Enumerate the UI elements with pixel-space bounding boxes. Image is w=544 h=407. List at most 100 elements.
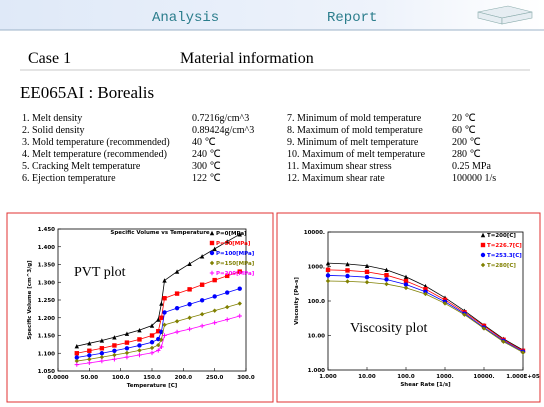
data-point <box>74 343 79 349</box>
data-point <box>149 323 155 328</box>
y-tick-label: 1.100 <box>38 351 56 357</box>
data-point <box>99 338 105 343</box>
data-point <box>87 360 92 366</box>
x-tick-label: 100.0 <box>397 374 415 380</box>
series-line <box>76 271 240 354</box>
property-label: 10. Maximum of melt temperature <box>287 149 426 160</box>
data-point <box>501 339 506 344</box>
data-point <box>112 335 117 340</box>
data-point <box>137 352 142 358</box>
data-point <box>199 323 205 329</box>
data-point <box>364 263 370 268</box>
data-point <box>442 301 448 306</box>
data-point <box>237 269 242 274</box>
data-point <box>384 267 389 273</box>
data-point <box>237 286 242 291</box>
legend-marker <box>209 260 215 266</box>
data-point <box>423 286 428 292</box>
data-point <box>156 336 161 342</box>
legend-marker <box>209 250 215 256</box>
data-point <box>124 350 130 356</box>
data-point <box>159 344 164 350</box>
property-value: 280 ℃ <box>452 149 481 160</box>
series-line <box>76 233 240 347</box>
y-tick-label: 1.350 <box>38 263 56 269</box>
data-point <box>384 272 389 278</box>
property-label: 4. Melt temperature (recommended) <box>22 149 167 160</box>
data-point <box>237 313 242 319</box>
x-tick-label: 300.0 <box>237 375 255 381</box>
data-point <box>74 362 79 367</box>
data-point <box>124 346 130 351</box>
data-point <box>199 312 205 317</box>
data-point <box>199 254 205 259</box>
data-point <box>162 296 167 301</box>
y-tick-label: 1.450 <box>38 227 56 233</box>
annotation: PVT plot <box>74 265 126 280</box>
data-point <box>156 348 161 353</box>
data-point <box>174 291 180 296</box>
x-axis-label: Shear Rate [1/s] <box>400 382 451 388</box>
data-point <box>481 326 487 331</box>
property-label: 5. Cracking Melt temperature <box>22 161 141 172</box>
data-point <box>162 278 167 283</box>
series-line <box>76 303 240 362</box>
chart: 0.0000 50.00 100.0 150.0 200.0 250.0 300.0 1.05… <box>27 227 255 389</box>
x-tick-label: 10.00 <box>358 374 376 380</box>
property-value: 40 ℃ <box>192 137 216 148</box>
data-point <box>325 267 331 273</box>
x-tick-label: 100.0 <box>112 375 130 381</box>
legend-label: T=200[C] <box>487 233 516 239</box>
y-tick-label: 1.250 <box>38 298 56 304</box>
data-point <box>187 315 192 320</box>
x-tick-label: 1.000E+05 <box>506 374 540 380</box>
data-point <box>87 353 92 358</box>
data-point <box>212 320 217 325</box>
data-point <box>212 277 217 283</box>
chart: 1.000 10.00 100.0 1000. 10000. 1.000E+05 1.000… <box>294 230 540 388</box>
data-point <box>156 342 161 348</box>
plot-frame <box>327 231 524 371</box>
x-tick-label: 250.0 <box>206 375 224 381</box>
data-point <box>99 354 105 360</box>
legend-label: P=150[MPa] <box>216 261 255 267</box>
data-point <box>87 341 92 346</box>
legend-label: T=253.3[C] <box>487 253 522 259</box>
data-point <box>384 277 389 282</box>
data-point <box>174 269 180 274</box>
property-value: 122 ℃ <box>192 173 221 184</box>
header-band <box>0 0 544 30</box>
data-point <box>345 268 350 273</box>
data-point <box>403 285 409 291</box>
legend-marker <box>480 232 486 238</box>
y-tick-label: 1.200 <box>38 316 56 322</box>
y-tick-label: 1.150 <box>38 334 56 340</box>
data-point <box>87 357 92 362</box>
property-label: 7. Minimum of mold temperature <box>287 113 422 124</box>
data-point <box>74 351 79 356</box>
data-point <box>187 326 192 332</box>
y-tick-label: 1.050 <box>38 369 56 375</box>
data-point <box>124 340 130 345</box>
data-point <box>174 305 180 311</box>
data-point <box>162 310 167 315</box>
legend-marker <box>480 242 486 248</box>
data-point <box>174 329 180 335</box>
data-point <box>74 355 80 360</box>
y-axis-label: Viscosity [Pa-s] <box>294 277 300 325</box>
x-tick-label: 50.00 <box>81 375 99 381</box>
data-point <box>149 340 155 345</box>
legend-marker <box>209 270 215 276</box>
data-point <box>99 351 105 356</box>
x-tick-label: 0.0000 <box>47 375 68 381</box>
x-tick-label: 200.0 <box>175 375 193 381</box>
legend-label: P=50[MPa] <box>216 241 251 247</box>
legend-label: P=200[MPa] <box>216 271 255 277</box>
data-point <box>225 317 230 322</box>
data-point <box>112 352 117 358</box>
property-label: 6. Ejection temperature <box>22 173 116 184</box>
data-point <box>112 343 117 348</box>
data-point <box>174 319 180 324</box>
data-point <box>99 346 105 351</box>
data-point <box>149 350 155 356</box>
